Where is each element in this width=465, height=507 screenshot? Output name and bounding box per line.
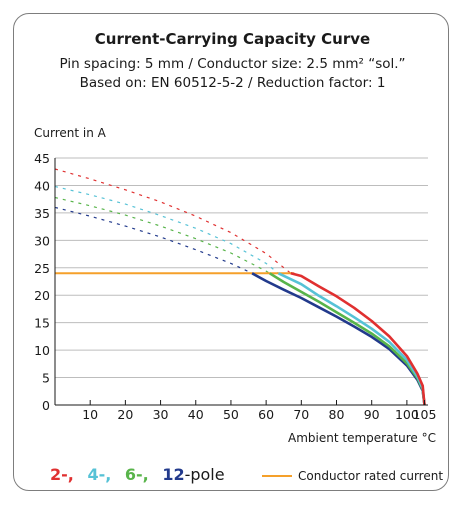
x-tick-label: 105 [413,407,437,422]
legend-pole-4: 4-, [87,465,111,484]
series-dashed-2 [54,168,292,274]
x-axis-label: Ambient temperature °C [288,431,436,445]
y-axis-label: Current in A [34,126,107,140]
chart-subtitle-2: Based on: EN 60512-5-2 / Reduction facto… [79,75,386,91]
legend-pole-12: 12 [162,465,184,484]
x-tick-label: 30 [153,407,169,422]
x-tick-label: 80 [329,407,345,422]
series-line-2 [290,272,426,406]
y-tick-label: 35 [34,206,50,221]
x-tick-label: 40 [188,407,204,422]
series-dashed-12 [54,206,253,274]
legend-pole-6: 6-, [125,465,149,484]
x-tick-label: 50 [223,407,239,422]
x-tick-label: 100 [395,407,419,422]
y-tick-label: 0 [42,398,50,413]
chart-subtitle-1: Pin spacing: 5 mm / Conductor size: 2.5 … [59,56,406,72]
series-lines [54,168,426,406]
series-line-4 [277,272,426,406]
chart-title: Current-Carrying Capacity Curve [94,30,371,48]
x-tick-label: 20 [117,407,133,422]
legend-rated-label: Conductor rated current [298,469,443,483]
x-tick-label: 70 [293,407,309,422]
y-tick-label: 10 [34,343,50,358]
y-tick-label: 30 [34,233,50,248]
x-tick-label: 90 [364,407,380,422]
legend-poles: 2-, 4-, 6-, 12-pole [50,465,225,484]
series-dashed-6 [54,196,271,274]
x-tick-label: 60 [258,407,274,422]
y-tick-label: 5 [42,371,50,386]
legend-pole-2: 2-, [50,465,74,484]
chart-card [13,13,449,491]
axes: 0 5 10 15 20 25 30 35 40 45 10 20 30 40 50 60 70 80 90 1001… [34,151,436,422]
legend-pole-suffix: -pole [185,465,225,484]
y-tick-label: 40 [34,178,50,193]
series-dashed-4 [54,185,279,274]
grid-lines [55,157,428,379]
legend: 2-, 4-, 6-, 12-pole Conductor rated curr… [50,465,443,484]
y-tick-label: 45 [34,151,50,166]
y-tick-label: 15 [34,316,50,331]
x-tick-label: 10 [82,407,98,422]
y-tick-label: 20 [34,288,50,303]
series-line-12 [251,272,426,406]
y-tick-label: 25 [34,261,50,276]
